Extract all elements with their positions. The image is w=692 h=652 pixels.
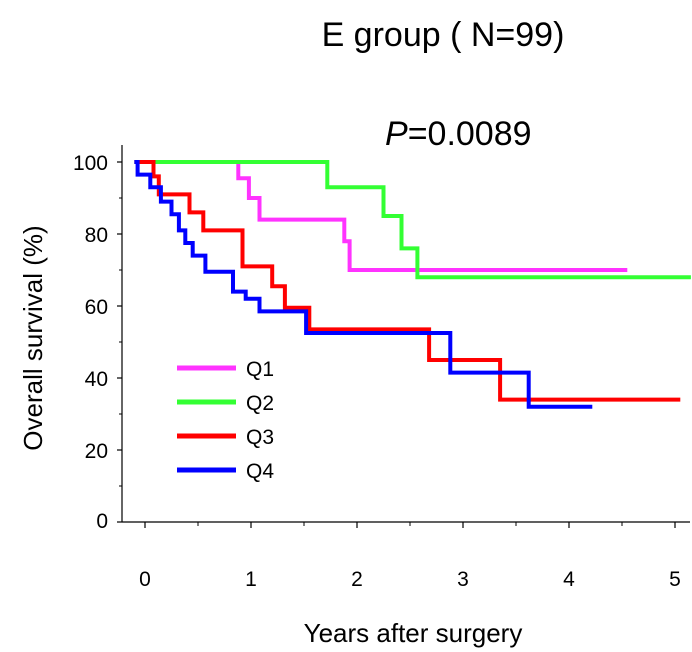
series-lines: [134, 160, 691, 409]
x-tick-label: 1: [245, 568, 257, 591]
series-line-q3: [134, 160, 681, 402]
series-line-q1: [134, 160, 628, 272]
x-axis-label: Years after surgery: [304, 618, 523, 648]
legend: Q1 Q2 Q3 Q4: [177, 358, 274, 483]
x-tick-label: 4: [563, 568, 575, 591]
legend-label: Q3: [246, 426, 274, 449]
p-value-number: =0.0089: [408, 115, 532, 153]
y-axis-label: Overall survival (%): [18, 225, 48, 450]
y-tick-label: 20: [85, 440, 108, 463]
y-tick-label: 60: [85, 296, 108, 319]
chart-title: E group ( N=99): [322, 16, 565, 54]
y-tick-label: 40: [85, 368, 108, 391]
y-ticks: 0 20 40 60 80 100: [73, 152, 122, 533]
legend-label: Q2: [246, 392, 274, 415]
x-tick-label: 0: [139, 568, 151, 591]
y-tick-label: 0: [96, 510, 108, 533]
legend-label: Q1: [246, 358, 274, 381]
y-tick-label: 80: [85, 224, 108, 247]
y-tick-label: 100: [73, 152, 108, 175]
axes: [121, 145, 690, 523]
legend-label: Q4: [246, 460, 274, 483]
x-tick-label: 2: [351, 568, 363, 591]
series-line-q2: [134, 160, 691, 280]
p-value-symbol: P: [385, 115, 408, 153]
series-line-q4: [134, 160, 593, 409]
x-tick-label: 5: [669, 568, 681, 591]
x-tick-label: 3: [457, 568, 469, 591]
p-value-annotation: P=0.0089: [385, 115, 532, 153]
x-ticks: 0 1 2 3 4 5: [139, 522, 681, 591]
